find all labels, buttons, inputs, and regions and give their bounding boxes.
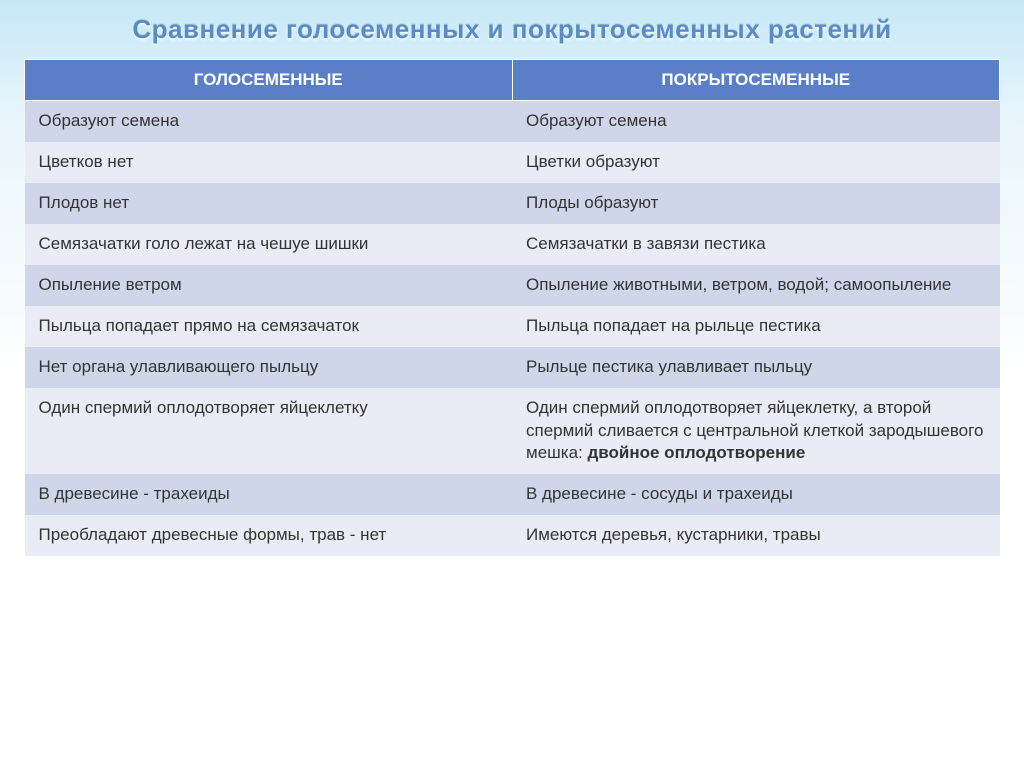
table-row: Цветков нет Цветки образуют (25, 142, 1000, 183)
header-row: ГОЛОСЕМЕННЫЕ ПОКРЫТОСЕМЕННЫЕ (25, 60, 1000, 101)
cell-right: Пыльца попадает на рыльце пестика (512, 306, 1000, 347)
cell-right: Рыльце пестика улавливает пыльцу (512, 347, 1000, 388)
cell-left: Нет органа улавливающего пыльцу (25, 347, 513, 388)
cell-right: Имеются деревья, кустарники, травы (512, 515, 1000, 556)
cell-left: Образуют семена (25, 101, 513, 142)
table-row: Преобладают древесные формы, трав - нет … (25, 515, 1000, 556)
cell-right: Опыление животными, ветром, водой; самоо… (512, 265, 1000, 306)
comparison-table: ГОЛОСЕМЕННЫЕ ПОКРЫТОСЕМЕННЫЕ Образуют се… (24, 59, 1000, 556)
cell-left: Опыление ветром (25, 265, 513, 306)
cell-right: Семязачатки в завязи пестика (512, 224, 1000, 265)
cell-right: Образуют семена (512, 101, 1000, 142)
table-row: Пыльца попадает прямо на семязачаток Пыл… (25, 306, 1000, 347)
cell-left: Цветков нет (25, 142, 513, 183)
header-left: ГОЛОСЕМЕННЫЕ (25, 60, 513, 101)
cell-right: Один спермий оплодотворяет яйцеклетку, а… (512, 388, 1000, 475)
cell-right: Цветки образуют (512, 142, 1000, 183)
cell-right: Плоды образуют (512, 183, 1000, 224)
cell-left: Пыльца попадает прямо на семязачаток (25, 306, 513, 347)
cell-bold: двойное оплодотворение (588, 443, 806, 462)
table-row: Нет органа улавливающего пыльцу Рыльце п… (25, 347, 1000, 388)
table-row: Опыление ветром Опыление животными, ветр… (25, 265, 1000, 306)
page-title: Сравнение голосеменных и покрытосеменных… (24, 14, 1000, 45)
cell-left: Плодов нет (25, 183, 513, 224)
cell-left: Преобладают древесные формы, трав - нет (25, 515, 513, 556)
table-row: Один спермий оплодотворяет яйцеклетку Од… (25, 388, 1000, 475)
table-row: Плодов нет Плоды образуют (25, 183, 1000, 224)
cell-right: В древесине - сосуды и трахеиды (512, 474, 1000, 515)
header-right: ПОКРЫТОСЕМЕННЫЕ (512, 60, 1000, 101)
cell-left: В древесине - трахеиды (25, 474, 513, 515)
cell-left: Семязачатки голо лежат на чешуе шишки (25, 224, 513, 265)
cell-left: Один спермий оплодотворяет яйцеклетку (25, 388, 513, 475)
table-row: Образуют семена Образуют семена (25, 101, 1000, 142)
table-row: В древесине - трахеиды В древесине - сос… (25, 474, 1000, 515)
table-row: Семязачатки голо лежат на чешуе шишки Се… (25, 224, 1000, 265)
